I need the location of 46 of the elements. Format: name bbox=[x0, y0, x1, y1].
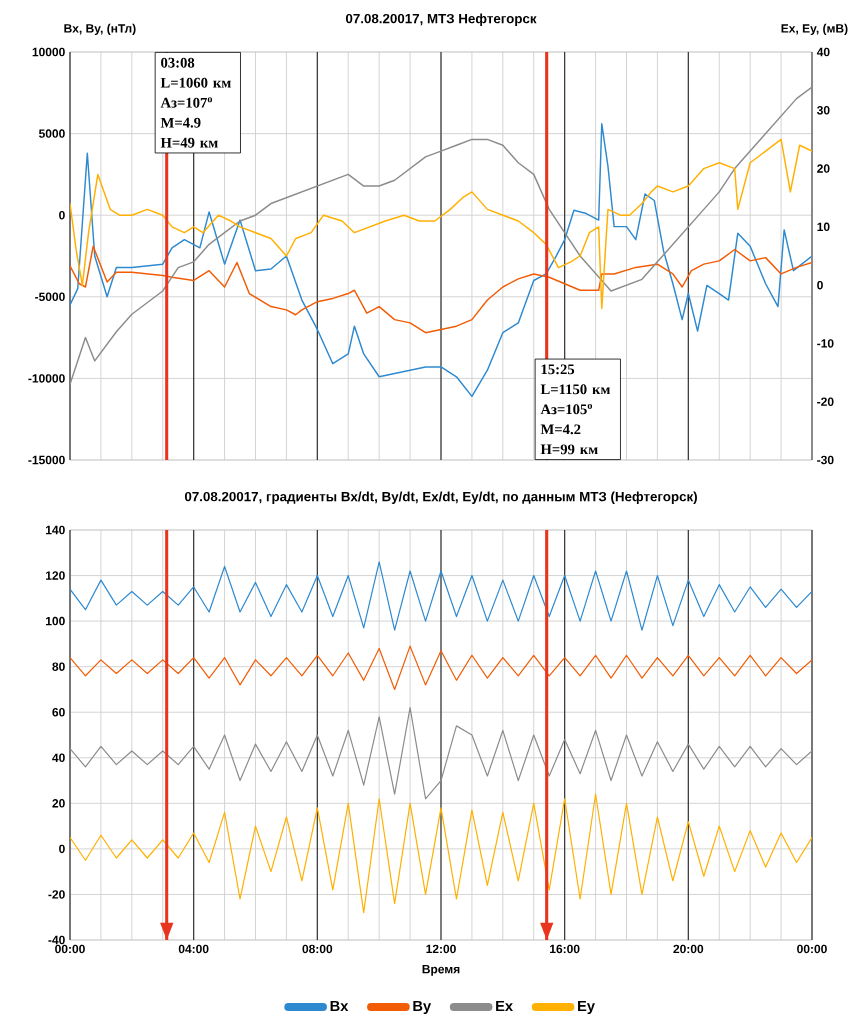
y-tick-label: 0 bbox=[59, 844, 65, 854]
y-tick-label: -15000 bbox=[28, 455, 65, 465]
y-tick-label: -20 bbox=[48, 890, 65, 899]
x-tick-label: 12:00 bbox=[426, 944, 456, 954]
y2-tick-label: 20 bbox=[817, 164, 830, 173]
x-tick-label: 00:00 bbox=[55, 944, 85, 954]
y-tick-label: 20 bbox=[52, 799, 65, 808]
legend-label: By bbox=[413, 1000, 432, 1015]
y2-tick-label: 0 bbox=[817, 280, 823, 290]
y2-tick-label: -20 bbox=[817, 397, 834, 406]
y2-tick-label: 30 bbox=[816, 106, 830, 115]
y-tick-label: 140 bbox=[46, 525, 65, 535]
y-tick-label: -10000 bbox=[28, 374, 65, 383]
text: 03:08 L=1060 км Аз=107$^{o}$ M=4.9 H=49 км bbox=[160, 57, 231, 148]
y-tick-label: 100 bbox=[46, 616, 65, 626]
x-tick-label: 00:00 bbox=[797, 944, 827, 954]
line-series bbox=[70, 561, 812, 631]
y-tick-label: 120 bbox=[46, 571, 65, 580]
line-series bbox=[70, 645, 812, 691]
y-tick-label: -40 bbox=[48, 935, 65, 945]
line-series bbox=[70, 707, 812, 800]
x-tick-label: 20:00 bbox=[673, 944, 704, 954]
legend-label: Bx bbox=[330, 1000, 349, 1012]
y-axis-title: Bx, By, (нТл) bbox=[64, 23, 136, 36]
y-tick-label: 60 bbox=[52, 707, 65, 717]
legend-label: Ey bbox=[578, 1000, 595, 1015]
y-tick-label: 80 bbox=[52, 662, 65, 671]
y-tick-label: -5000 bbox=[35, 292, 65, 302]
y2-tick-label: -30 bbox=[817, 455, 834, 465]
x-tick-label: 16:00 bbox=[550, 944, 580, 954]
y2-axis-title: Ex, Ey, (мВ) bbox=[781, 23, 848, 36]
y2-tick-label: -10 bbox=[817, 339, 834, 348]
x-tick-label: 08:00 bbox=[302, 944, 333, 954]
chart-title: 07.08.20017, градиенты Bx/dt, By/dt, Ex/dt, Ey/dt, по данным МТЗ (Нефтегорск) bbox=[184, 491, 697, 504]
y2-tick-label: 10 bbox=[817, 222, 830, 232]
legend-label: Ex bbox=[496, 1000, 513, 1012]
y-tick-label: 0 bbox=[59, 210, 65, 220]
x-axis-title: Время bbox=[422, 965, 460, 976]
line-series bbox=[70, 793, 812, 914]
y-tick-label: 5000 bbox=[38, 129, 65, 138]
y-tick-label: 10000 bbox=[32, 47, 65, 57]
chart-title: 07.08.20017, МТЗ Нефтегорск bbox=[345, 13, 537, 26]
x-tick-label: 04:00 bbox=[178, 944, 209, 954]
y2-tick-label: 40 bbox=[816, 47, 830, 57]
text: 15:25 L=1150 км Аз=105$^{o}$ M=4.2 H=99 км bbox=[540, 364, 610, 455]
y-tick-label: 40 bbox=[52, 753, 65, 763]
